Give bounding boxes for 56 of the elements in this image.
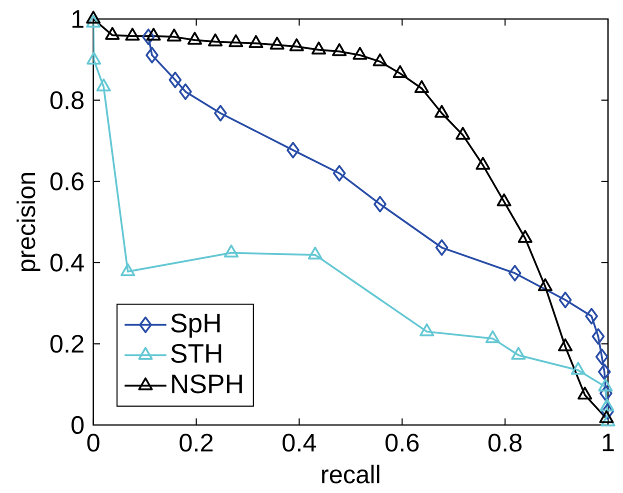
point [420,323,434,336]
point [86,52,102,65]
point [86,14,101,28]
point [120,263,136,276]
point [105,26,120,40]
x-tick-label: 0.2 [180,434,213,452]
point [600,398,614,412]
point [270,36,284,50]
point [570,362,586,375]
point [372,53,388,66]
point [166,28,182,42]
point [485,330,500,344]
point [600,413,616,426]
y-axis-title: precision [16,172,40,272]
y-tick-label: 0.8 [50,91,84,110]
legend-label: NSPH [172,374,242,394]
point [352,46,368,60]
y-tick-label: 0 [72,416,84,434]
point [456,126,470,140]
point [414,80,429,94]
x-tick-label: 0.4 [282,434,316,452]
point [511,346,526,360]
y-tick-label: 0.2 [50,334,84,353]
x-tick-label: 0.6 [386,434,419,452]
point [476,156,490,170]
point [496,193,512,206]
legend-label: SpH [171,314,220,338]
point [86,10,101,24]
point [187,32,202,45]
point [248,35,264,48]
x-tick-label: 0 [87,434,100,452]
point [392,65,408,78]
point [311,42,326,54]
point [578,386,592,400]
point [125,28,140,41]
x-tick-label: 1 [602,434,614,452]
point [558,338,573,352]
y-tick-label: 1 [72,10,84,28]
y-tick-label: 0.6 [50,172,84,190]
point [434,104,450,118]
legend-label: STH [171,344,222,363]
point [308,246,322,260]
point [332,43,347,56]
point [224,244,239,258]
x-axis-title: recall [322,464,380,484]
point [289,38,304,52]
point [228,34,244,48]
point [538,278,553,292]
point [208,33,223,46]
point [599,410,614,424]
point [598,378,613,392]
point [96,78,111,92]
x-tick-label: 0.8 [488,434,522,452]
y-tick-label: 0.4 [50,254,84,272]
point [518,230,532,243]
point [146,28,161,41]
